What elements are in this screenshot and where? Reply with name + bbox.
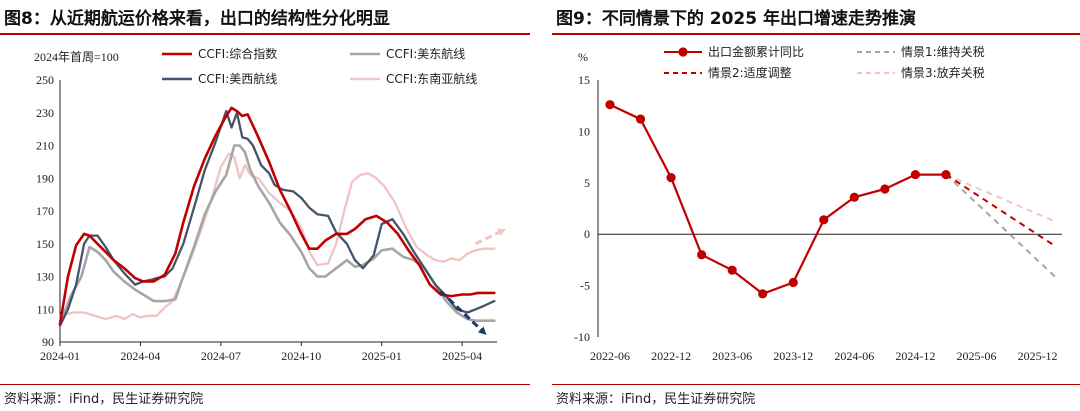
right-scenario-line-1: [945, 173, 1057, 279]
left-y-tick-label: 170: [36, 204, 54, 218]
right-figure-panel: 图9：不同情景下的 2025 年出口增速走势推演 % -10 -5 0 5 10 15 202…: [552, 0, 1080, 411]
right-data-point: [635, 114, 646, 124]
left-series-line-4: [58, 152, 496, 321]
right-line-chart: % -10 -5 0 5 10 15 2022-06 2022-12 2023-06 2023-12…: [574, 44, 1062, 363]
right-legend-label-3: 情景2:适度调整: [708, 65, 792, 80]
right-x-tick-label: 2022-12: [651, 349, 691, 363]
right-data-point: [727, 265, 737, 275]
right-title-rule: [552, 33, 1080, 35]
right-legend-marker: [678, 47, 688, 57]
right-y-tick-label: 0: [584, 227, 590, 241]
left-x-tick-label: 2024-07: [201, 349, 241, 363]
right-legend-label-1: 出口金额累计同比: [708, 44, 804, 59]
left-x-tick-label: 2025-04: [442, 349, 482, 363]
left-legend-label-2: CCFI:美东航线: [386, 46, 465, 61]
right-y-tick-label: -5: [580, 279, 590, 293]
right-x-tick-label: 2023-06: [712, 349, 752, 363]
right-legend-label-2: 情景1:维持关税: [901, 44, 985, 59]
left-x-tick-label: 2025-01: [362, 349, 402, 363]
pink-projection-arrow: [474, 228, 506, 246]
right-data-point: [849, 192, 859, 202]
right-data-point: [941, 169, 951, 180]
right-data-point: [910, 169, 921, 180]
right-legend-label-4: 情景3:放弃关税: [901, 65, 985, 80]
left-y-tick-label: 190: [36, 171, 54, 185]
left-legend-label-1: CCFI:综合指数: [198, 46, 277, 61]
left-y-tick-label: 110: [36, 302, 54, 316]
right-data-point: [788, 277, 798, 288]
left-y-tick-label: 210: [36, 139, 54, 153]
right-x-tick-label: 2024-12: [895, 349, 935, 363]
left-source-note: 资料来源：iFind，民生证券研究院: [4, 392, 204, 407]
left-y-tick-label: 130: [36, 270, 54, 284]
right-x-tick-label: 2025-12: [1018, 349, 1058, 363]
left-legend-label-3: CCFI:美西航线: [198, 71, 277, 86]
right-y-tick-label: 15: [578, 73, 590, 87]
left-x-tick-label: 2024-01: [40, 349, 80, 363]
right-data-point: [666, 173, 676, 183]
left-title-rule: [0, 33, 530, 35]
right-figure-title: 图9：不同情景下的 2025 年出口增速走势推演: [556, 9, 916, 29]
right-data-point: [758, 289, 768, 299]
left-source-rule: [0, 384, 530, 385]
left-series-line-2: [58, 144, 496, 326]
right-source-rule: [552, 384, 1080, 385]
right-y-tick-label: -10: [574, 330, 590, 344]
right-scenario-line-3: [945, 173, 1057, 223]
left-unit-label: 2024年首周=100: [34, 50, 119, 64]
left-y-tick-label: 230: [36, 106, 54, 120]
left-y-tick-label: 150: [36, 237, 54, 251]
left-legend-label-4: CCFI:东南亚航线: [386, 71, 477, 86]
left-series-line-3: [58, 109, 496, 327]
left-x-tick-label: 2024-10: [281, 349, 321, 363]
left-y-tick-label: 250: [36, 73, 54, 87]
right-title-bar: 图9：不同情景下的 2025 年出口增速走势推演: [552, 0, 1080, 34]
left-line-chart: 2024年首周=100 90 110 130 150 170 190 210 230 250 202…: [34, 46, 506, 363]
left-title-bar: 图8：从近期航运价格来看，出口的结构性分化明显: [0, 0, 530, 34]
right-y-tick-label: 10: [578, 124, 590, 138]
left-y-tick-label: 90: [42, 335, 54, 349]
left-figure-panel: 图8：从近期航运价格来看，出口的结构性分化明显 2024年首周=100 90 110…: [0, 0, 530, 411]
right-series-line-main: [609, 103, 946, 295]
right-x-tick-label: 2024-06: [834, 349, 874, 363]
right-y-tick-label: 5: [584, 176, 590, 190]
right-x-tick-label: 2022-06: [590, 349, 630, 363]
right-data-point: [605, 100, 615, 110]
right-source-note: 资料来源：iFind，民生证券研究院: [556, 392, 756, 407]
right-unit-label: %: [578, 50, 588, 64]
left-x-tick-label: 2024-04: [120, 349, 160, 363]
right-data-point: [697, 250, 707, 260]
navy-projection-arrow: [439, 290, 487, 335]
left-figure-title: 图8：从近期航运价格来看，出口的结构性分化明显: [4, 9, 390, 29]
right-data-point: [819, 215, 829, 225]
left-series-line-1: [58, 106, 496, 326]
right-data-point: [880, 184, 890, 194]
right-scenario-line-2: [945, 173, 1057, 248]
right-x-tick-label: 2023-12: [773, 349, 813, 363]
right-x-tick-label: 2025-06: [956, 349, 996, 363]
